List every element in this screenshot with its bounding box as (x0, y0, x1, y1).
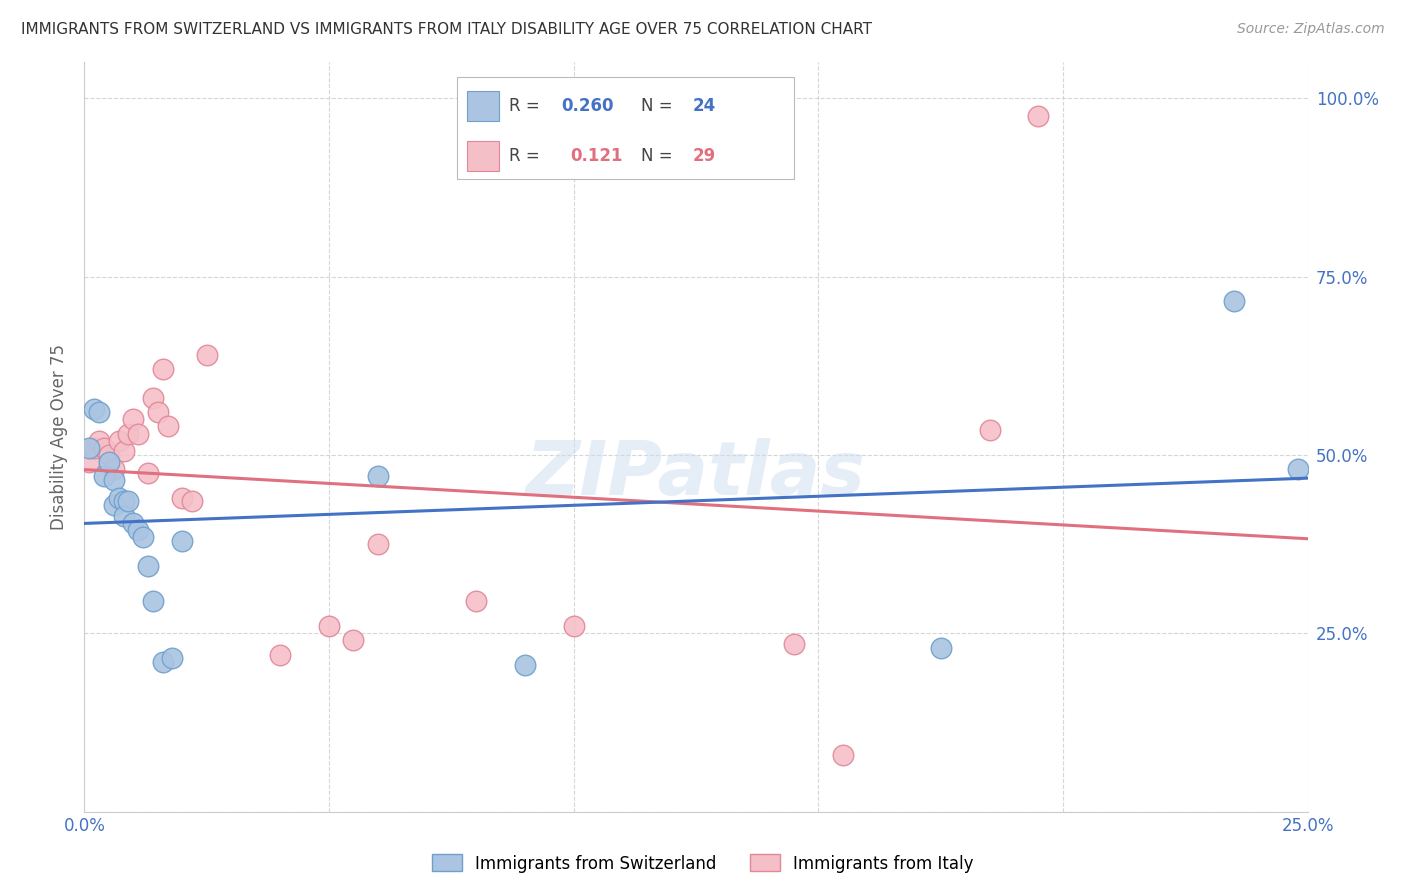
Point (107, 434, 129, 448)
Text: ZIPatlas: ZIPatlas (526, 438, 866, 511)
Point (152, 655, 174, 669)
Point (93, 469, 115, 483)
Point (146, 405, 169, 419)
Point (152, 362, 174, 376)
Text: N =: N = (641, 96, 678, 115)
Text: R =: R = (509, 96, 544, 115)
Point (162, 651, 184, 665)
Text: 0.260: 0.260 (561, 96, 614, 115)
Point (103, 473, 125, 487)
Point (112, 494, 135, 508)
Point (783, 637, 806, 651)
Point (367, 537, 389, 551)
Point (831, 747, 853, 762)
FancyBboxPatch shape (467, 141, 499, 171)
Point (87, 434, 110, 448)
Point (112, 444, 135, 458)
Point (156, 419, 179, 434)
Point (172, 533, 194, 548)
Point (97, 455, 120, 469)
Point (513, 658, 536, 673)
Point (112, 508, 135, 523)
Text: IMMIGRANTS FROM SWITZERLAND VS IMMIGRANTS FROM ITALY DISABILITY AGE OVER 75 CORR: IMMIGRANTS FROM SWITZERLAND VS IMMIGRANT… (21, 22, 872, 37)
Point (93, 441, 115, 455)
Point (77, 455, 100, 469)
Point (83, 441, 105, 455)
Point (97, 448, 120, 462)
Point (269, 648, 291, 662)
Point (172, 491, 194, 505)
Point (142, 391, 165, 405)
Point (342, 633, 364, 648)
Text: 24: 24 (692, 96, 716, 115)
FancyBboxPatch shape (467, 91, 499, 120)
Point (562, 619, 585, 633)
Point (181, 494, 204, 508)
Point (117, 494, 139, 508)
Point (195, 348, 218, 362)
Point (132, 530, 155, 544)
Point (318, 619, 340, 633)
Point (77, 441, 100, 455)
Point (87, 405, 110, 419)
Point (1223, 294, 1246, 309)
FancyBboxPatch shape (457, 78, 794, 178)
Point (136, 466, 159, 480)
Legend: Immigrants from Switzerland, Immigrants from Italy: Immigrants from Switzerland, Immigrants … (426, 847, 980, 880)
Point (142, 594, 165, 608)
Point (136, 558, 159, 573)
Text: R =: R = (509, 147, 550, 165)
Point (1028, 109, 1050, 123)
Y-axis label: Disability Age Over 75: Disability Age Over 75 (51, 344, 69, 530)
Point (122, 412, 145, 426)
Point (117, 426, 139, 441)
Point (107, 491, 129, 505)
Point (367, 469, 389, 483)
Point (127, 426, 149, 441)
Point (127, 523, 149, 537)
Text: 29: 29 (692, 147, 716, 165)
Point (103, 498, 125, 512)
Point (103, 462, 125, 476)
Point (1286, 462, 1309, 476)
Point (122, 516, 145, 530)
Text: N =: N = (641, 147, 678, 165)
Text: 0.121: 0.121 (569, 147, 623, 165)
Point (464, 594, 486, 608)
Text: Source: ZipAtlas.com: Source: ZipAtlas.com (1237, 22, 1385, 37)
Point (979, 423, 1001, 437)
Point (929, 640, 952, 655)
Point (83, 401, 105, 416)
